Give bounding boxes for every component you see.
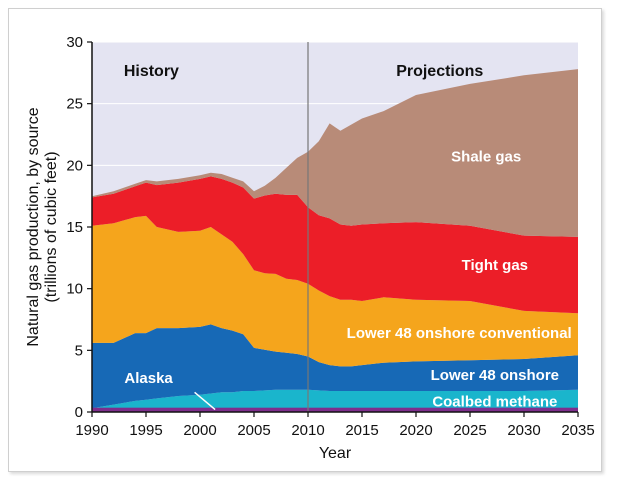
area-alaska (92, 407, 578, 412)
series-label-lower-48-onshore: Lower 48 onshore (431, 367, 559, 384)
series-label-coalbed-methane: Coalbed methane (432, 393, 557, 410)
series-label-tight-gas: Tight gas (462, 257, 528, 274)
x-tick-label: 2025 (453, 422, 486, 439)
y-tick-label: 10 (66, 281, 83, 298)
area-tight-gas (92, 176, 578, 314)
y-axis-title-line1: Natural gas production, by source (25, 107, 42, 346)
series-label-alaska: Alaska (124, 370, 173, 387)
x-tick-label: 2030 (507, 422, 540, 439)
x-tick-label: 1995 (129, 422, 162, 439)
y-tick-label: 30 (66, 34, 83, 51)
y-tick-label: 15 (66, 219, 83, 236)
x-tick-label: 1990 (75, 422, 108, 439)
area-shale-gas (92, 69, 578, 237)
area-lower-48-onshore-conventional (92, 215, 578, 367)
series-label-shale-gas: Shale gas (451, 149, 521, 166)
history-label: History (124, 63, 179, 80)
x-tick-label: 2010 (291, 422, 324, 439)
x-tick-label: 2000 (183, 422, 216, 439)
alaska-pointer (194, 391, 216, 411)
y-tick-label: 5 (75, 342, 83, 359)
x-tick-label: 2015 (345, 422, 378, 439)
y-tick-label: 0 (75, 404, 83, 421)
y-tick-label: 20 (66, 157, 83, 174)
series-label-lower-48-onshore-conventional: Lower 48 onshore conventional (347, 325, 572, 342)
x-tick-label: 2035 (561, 422, 594, 439)
x-tick-label: 2020 (399, 422, 432, 439)
projections-label: Projections (396, 63, 483, 80)
area-lower-48-onshore (92, 324, 578, 409)
x-axis-title: Year (319, 445, 352, 462)
x-tick-label: 2005 (237, 422, 270, 439)
y-tick-label: 25 (66, 96, 83, 113)
area-coalbed-methane (92, 389, 578, 412)
y-axis-title-line2: (trillions of cubic feet) (43, 151, 60, 302)
